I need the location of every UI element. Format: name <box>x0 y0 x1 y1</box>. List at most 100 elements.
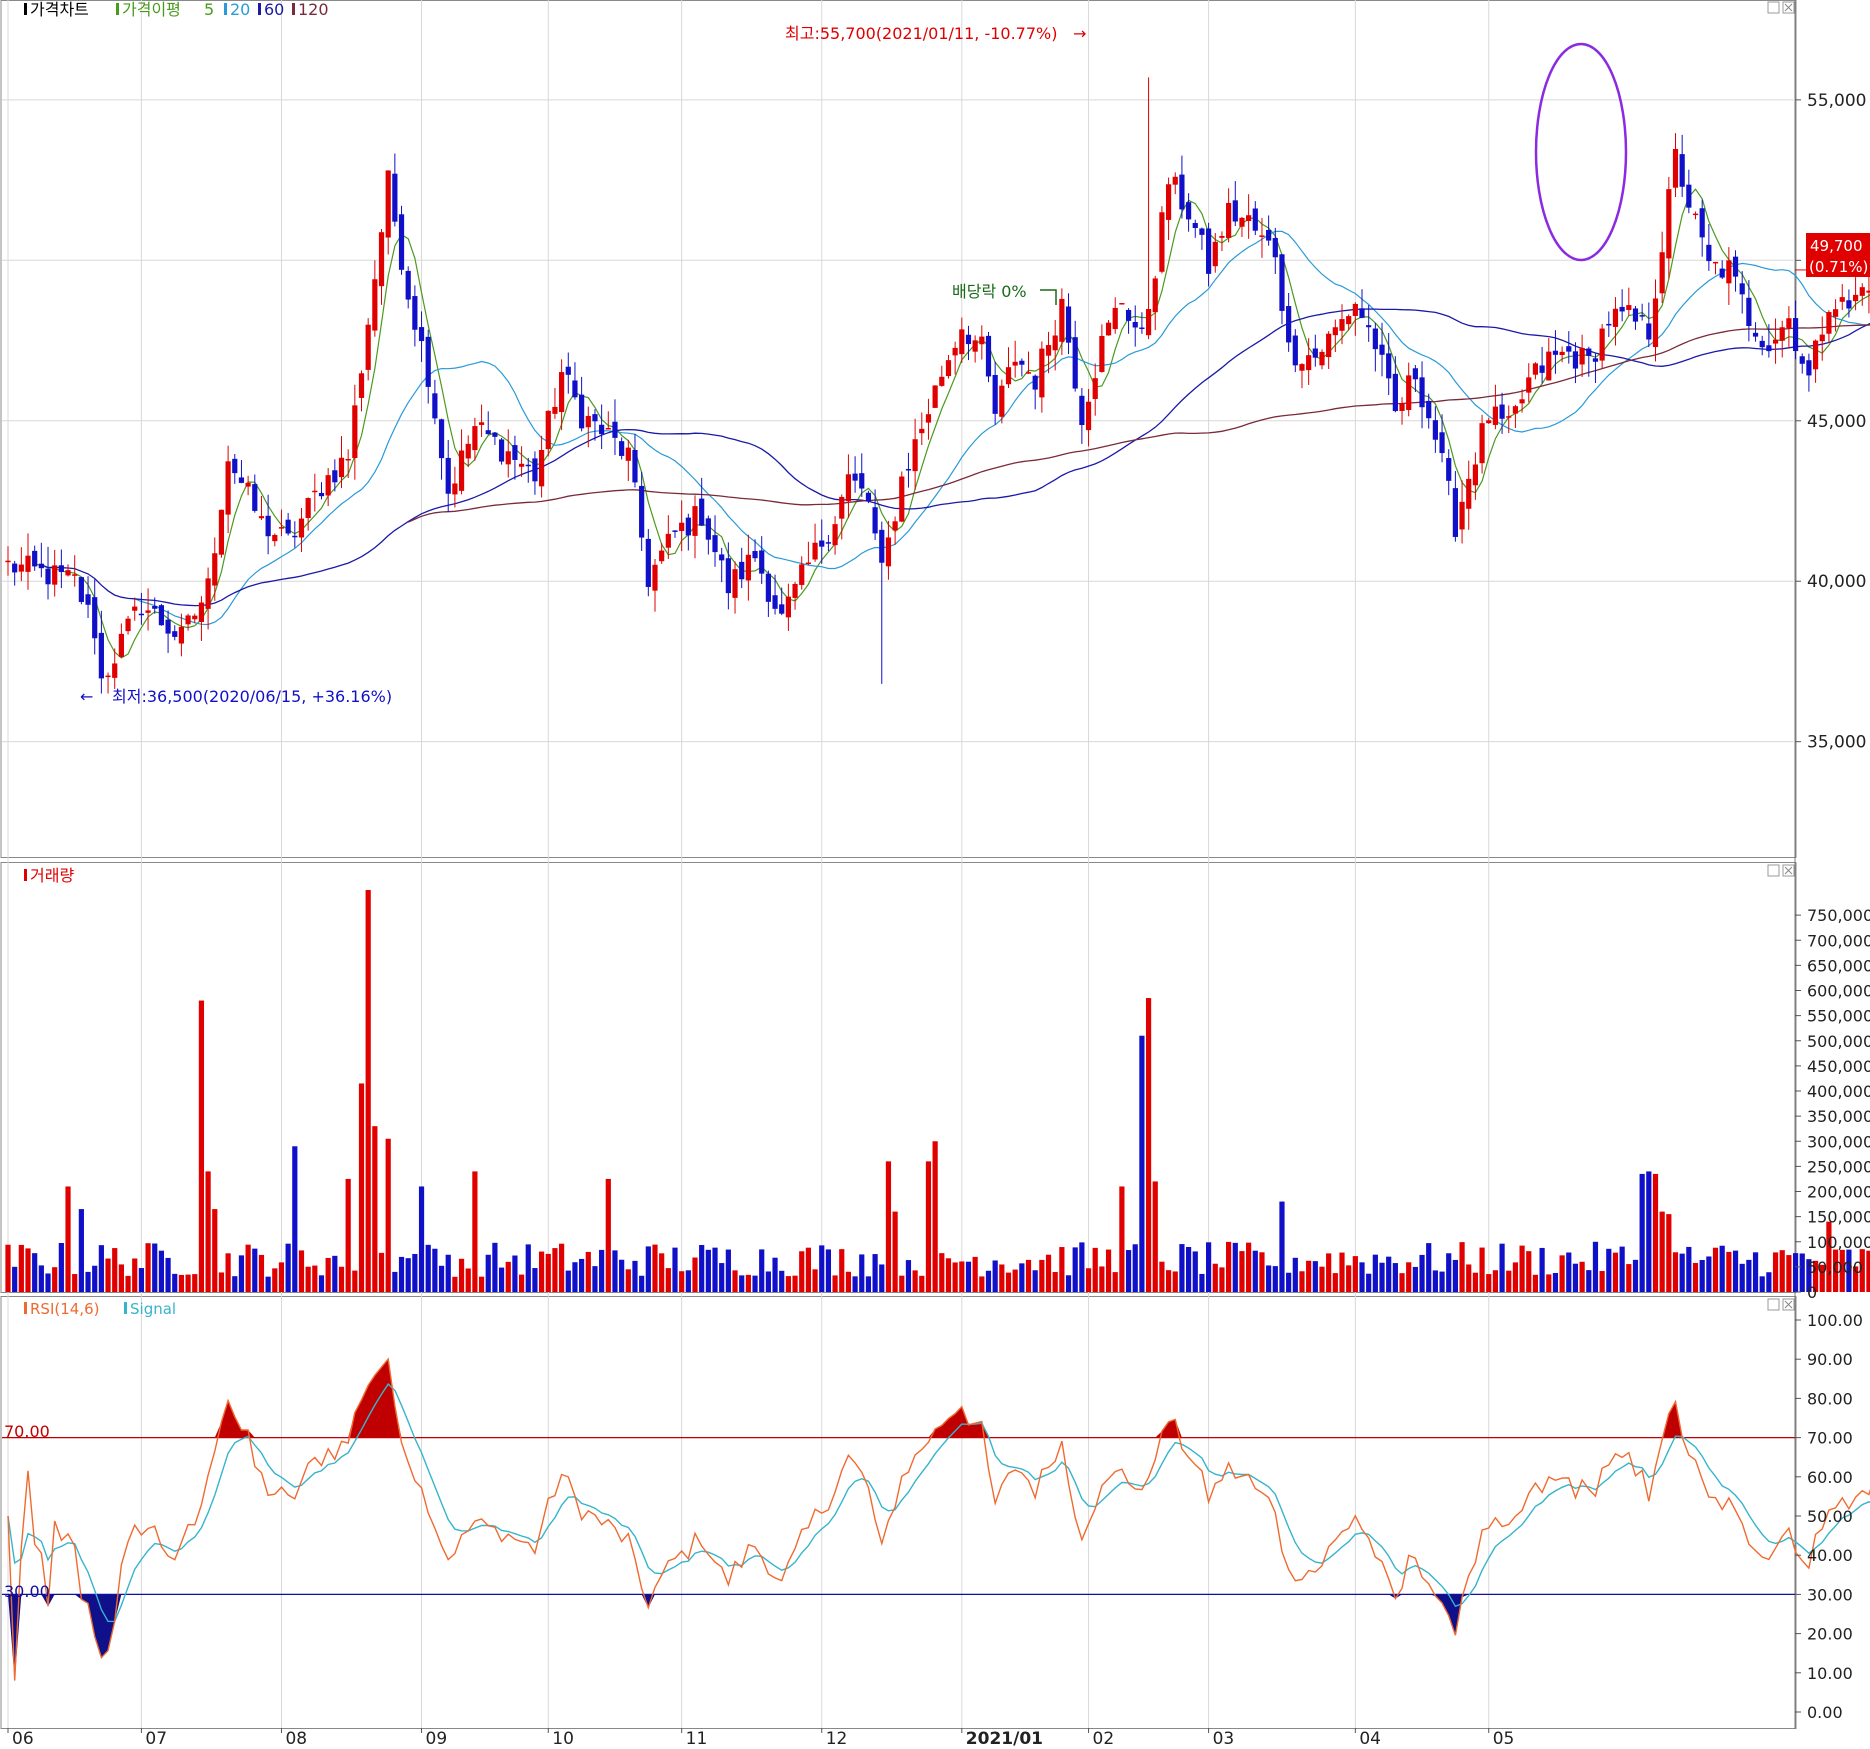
volume-bar <box>118 1264 124 1292</box>
rsi-tick-label: 0.00 <box>1807 1703 1843 1722</box>
candle-body <box>1606 323 1612 326</box>
candle <box>1312 334 1318 367</box>
volume-bar <box>1259 1252 1265 1292</box>
rsi-panel-buttons[interactable] <box>1767 1298 1795 1311</box>
dividend-marker <box>1040 289 1057 305</box>
candle-body <box>772 595 778 609</box>
volume-bar <box>792 1275 798 1292</box>
volume-bar <box>1159 1261 1165 1292</box>
candle-body <box>1125 309 1132 321</box>
candle-body <box>405 270 411 300</box>
candle-body <box>1839 297 1845 302</box>
volume-bar <box>1252 1250 1258 1292</box>
volume-bar <box>1772 1252 1779 1292</box>
price-tick-label: 40,000 <box>1807 572 1866 592</box>
volume-bar <box>145 1243 151 1292</box>
legend-ma60: 60 <box>264 0 284 19</box>
candle <box>1619 289 1625 322</box>
candle-body <box>1779 327 1785 341</box>
panel-restore-icon[interactable] <box>1767 1 1780 14</box>
candle-body <box>865 492 872 502</box>
candle-body <box>218 509 225 555</box>
candle <box>352 384 358 480</box>
candle-body <box>485 430 491 435</box>
volume-bar <box>1812 1260 1819 1292</box>
volume-bar <box>1499 1243 1505 1292</box>
volume-bar <box>1639 1173 1645 1292</box>
candle-body <box>685 517 691 536</box>
volume-bar <box>825 1249 832 1292</box>
volume-bar <box>1866 1250 1870 1292</box>
price-panel-buttons[interactable] <box>1767 1 1795 14</box>
candle-body <box>1025 372 1032 374</box>
volume-bar <box>25 1248 31 1292</box>
candle-body <box>1759 340 1765 348</box>
volume-bar <box>659 1253 665 1292</box>
volume-bar <box>345 1178 351 1292</box>
candle <box>478 404 485 437</box>
candle-body <box>952 347 958 356</box>
candle-body <box>739 561 745 580</box>
candle-body <box>92 597 98 639</box>
candle <box>1346 314 1352 331</box>
volume-bar <box>845 1271 852 1292</box>
candle <box>1419 361 1425 429</box>
volume-bar <box>1032 1270 1038 1292</box>
candle-body <box>1819 334 1825 342</box>
candle-body <box>1239 217 1245 227</box>
volume-bar <box>58 1243 64 1292</box>
volume-bar <box>1719 1245 1725 1292</box>
volume-bar <box>785 1276 791 1292</box>
candle-body <box>1172 176 1178 185</box>
volume-bar <box>739 1275 745 1292</box>
candle <box>825 534 832 552</box>
volume-bar <box>1172 1271 1178 1292</box>
candle <box>1532 362 1539 380</box>
candle-body <box>132 606 138 611</box>
candle-body <box>885 537 892 567</box>
volume-bar <box>1766 1272 1772 1292</box>
volume-bar <box>679 1271 685 1292</box>
candle-body <box>825 542 832 544</box>
volume-bar <box>1506 1270 1512 1292</box>
candle-body <box>1659 252 1665 294</box>
candle <box>752 539 758 562</box>
candle <box>845 454 852 518</box>
candle <box>432 379 438 425</box>
volume-bar <box>1679 1253 1685 1292</box>
candle-body <box>1646 323 1652 340</box>
volume-bar <box>358 1083 365 1292</box>
candle <box>1566 331 1572 364</box>
candle-body <box>1512 406 1519 414</box>
low-annotation-arrow: ← <box>80 687 93 706</box>
candle <box>1272 227 1278 275</box>
volume-bar <box>772 1257 778 1292</box>
candle <box>799 556 805 590</box>
volume-panel-buttons[interactable] <box>1767 864 1795 877</box>
volume-bar <box>1552 1273 1559 1292</box>
candle <box>1866 271 1870 314</box>
candle-body <box>959 329 965 355</box>
candle-body <box>812 542 818 560</box>
candle-body <box>705 518 711 540</box>
candle-body <box>32 550 38 567</box>
volume-bar <box>258 1254 265 1292</box>
candle-body <box>732 569 738 598</box>
candle-body <box>1306 355 1312 371</box>
panel-restore-icon[interactable] <box>1767 1298 1780 1311</box>
rsi-tick-label: 30.00 <box>1807 1585 1853 1604</box>
candle <box>458 429 465 495</box>
candle <box>1579 334 1585 377</box>
high-annotation-arrow: → <box>1073 24 1086 43</box>
candle-body <box>252 484 258 511</box>
volume-bar <box>1712 1247 1719 1292</box>
candle <box>732 561 738 614</box>
candle <box>518 446 525 477</box>
candle <box>1099 324 1105 373</box>
candle-body <box>292 535 298 538</box>
candle <box>1032 374 1038 410</box>
candle <box>245 475 251 496</box>
panel-restore-icon[interactable] <box>1767 864 1780 877</box>
candle <box>985 331 992 383</box>
